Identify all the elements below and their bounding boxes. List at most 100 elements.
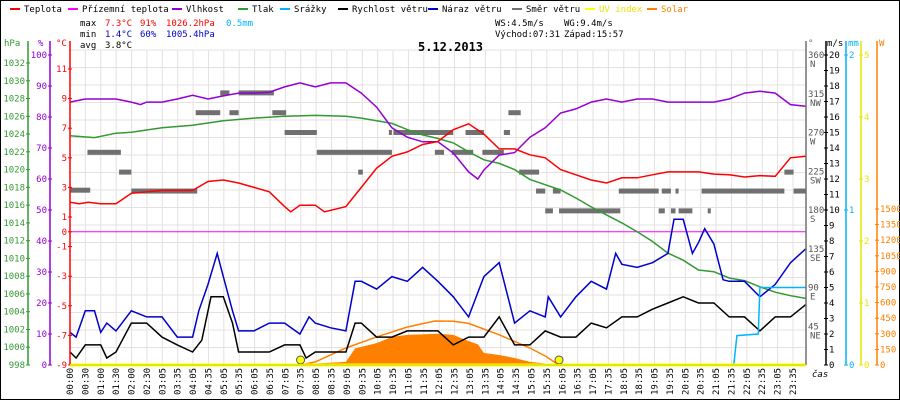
pressure-tick-label: 1024 (3, 130, 25, 140)
x-tick-label: 08:35 (328, 368, 338, 395)
legend-swatch-solar (647, 8, 657, 10)
pressure-tick-label: 1008 (3, 272, 25, 282)
legend-label-hum: Vlhkost (186, 5, 224, 15)
x-tick-label: 15:35 (543, 368, 553, 395)
direction-tick-label: 360 (808, 51, 824, 61)
temperature-tick-label: 9 (62, 95, 67, 105)
x-tick-label: 11:35 (420, 368, 430, 395)
solar-unit: W (879, 39, 885, 49)
stat-min-hum: 60% (140, 30, 157, 40)
wind-tick-label: 14 (829, 144, 840, 154)
stats-block: max 7.3°C 91% 1026.2hPa 0.5mm min 1.4°C … (80, 19, 624, 51)
wind-direction-segment (545, 208, 553, 214)
legend-swatch-dir (512, 8, 522, 10)
stat-max-hum: 91% (140, 19, 157, 29)
legend-swatch-temp (10, 8, 20, 10)
direction-tick-label: 135 (808, 245, 824, 255)
axes: 00:00 00:30 01:00 01:30 02:00 02:30 03:05 03:35… (3, 5, 900, 395)
humidity-tick-label: 30 (36, 268, 47, 278)
x-tick-label: 06:35 (266, 368, 276, 395)
wind-direction-segment (229, 110, 239, 116)
x-tick-label: 12:05 (435, 368, 445, 395)
humidity-line (69, 82, 806, 181)
wind-direction-segment (465, 130, 484, 135)
x-tick-label: 23:05 (774, 368, 784, 395)
solar-tick-label: 750 (880, 283, 896, 293)
direction-tick-compass: NE (810, 331, 821, 341)
x-tick-label: 19:35 (666, 368, 676, 395)
temperature-tick-label: -3 (56, 272, 67, 282)
rain-tick-label: 1 (849, 206, 854, 216)
wind-gust-line (69, 218, 807, 339)
wind-direction-segment (678, 208, 693, 214)
wind-tick-label: 18 (829, 82, 840, 92)
temperature-tick-label: -7 (56, 331, 67, 341)
x-tick-label: 02:30 (143, 368, 153, 395)
x-tick-label: 16:35 (574, 368, 584, 395)
pressure-line (69, 114, 806, 300)
temperature-line (69, 122, 806, 213)
wind-direction-segment (670, 208, 676, 214)
wind-direction-segment (508, 110, 521, 116)
x-tick-label: 12:35 (451, 368, 461, 395)
stat-wind-speed: WS:4.5m/s (495, 19, 544, 29)
wind-tick-label: 12 (829, 175, 840, 185)
wind-direction-segment (661, 188, 671, 194)
wind-tick-label: 9 (829, 222, 834, 232)
wind-direction-segment (503, 130, 510, 135)
wind-direction-segment (358, 169, 363, 175)
wind-tick-label: 4 (829, 299, 834, 309)
temperature-unit: °C (56, 39, 67, 49)
stat-min-press: 1005.4hPa (166, 30, 215, 40)
wind-direction-segment (220, 90, 230, 96)
humidity-tick-label: 50 (36, 206, 47, 216)
wind-direction-segment (519, 169, 540, 175)
x-tick-label: 10:05 (374, 368, 384, 395)
direction-tick-label: 270 (808, 129, 824, 139)
pressure-tick-label: 1030 (3, 77, 25, 87)
wind-direction-segment (272, 110, 287, 116)
wind-tick-label: 1 (829, 346, 834, 356)
wind-tick-label: 7 (829, 253, 834, 263)
sun-event-marker (296, 355, 306, 365)
x-tick-label: 07:05 (281, 368, 291, 395)
x-tick-label: 22:05 (743, 368, 753, 395)
wind-direction-segment (119, 169, 132, 175)
solar-tick-label: 1200 (880, 236, 900, 246)
rain-tick-label: 2 (849, 51, 854, 61)
x-tick-label: 20:35 (697, 368, 707, 395)
legend-swatch-gust (428, 8, 438, 10)
temperature-tick-label: 11 (56, 65, 67, 75)
legend-swatch-wind (338, 8, 348, 10)
solar-tick-label: 150 (880, 345, 896, 355)
wind-direction-segment (434, 149, 445, 155)
humidity-tick-label: 70 (36, 144, 47, 154)
pressure-tick-label: 998 (9, 361, 25, 371)
chart-title: 5.12.2013 (418, 40, 483, 54)
temperature-tick-label: 5 (62, 154, 67, 164)
stat-min-temp: 1.4°C (105, 30, 132, 40)
wind-tick-label: 3 (829, 315, 834, 325)
direction-tick-compass: S (810, 215, 815, 225)
stat-max-press: 1026.2hPa (166, 19, 215, 29)
x-tick-label: 18:05 (620, 368, 630, 395)
direction-unit: ° (808, 39, 813, 49)
uv-tick-label: 4 (864, 113, 869, 123)
direction-tick-compass: N (810, 60, 815, 70)
direction-tick-label: 315 (808, 90, 824, 100)
wind-tick-label: 19 (829, 67, 840, 77)
humidity-tick-label: 0 (42, 361, 47, 371)
pressure-tick-label: 1016 (3, 201, 25, 211)
x-tick-label: 03:05 (158, 368, 168, 395)
pressure-tick-label: 1012 (3, 237, 25, 247)
x-tick-label: 20:05 (681, 368, 691, 395)
x-tick-label: 07:35 (297, 368, 307, 395)
legend-swatch-rain (280, 8, 290, 10)
temperature-tick-label: 1 (62, 213, 67, 223)
direction-tick-compass: SW (810, 176, 821, 186)
direction-tick-label: 45 (808, 322, 819, 332)
x-tick-label: 23:35 (789, 368, 799, 395)
humidity-tick-label: 10 (36, 330, 47, 340)
temperature-tick-label: -1 (56, 243, 67, 253)
x-tick-label: 00:30 (81, 368, 91, 395)
